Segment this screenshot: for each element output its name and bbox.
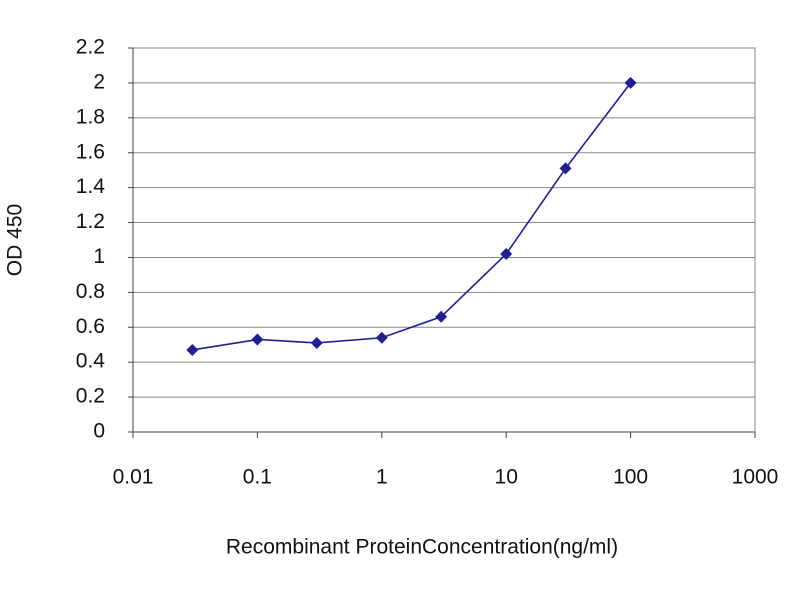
y-tick-label: 2 — [93, 70, 105, 93]
x-tick-label: 100 — [613, 466, 648, 489]
y-tick-label: 0.8 — [76, 280, 105, 303]
x-axis-label: Recombinant ProteinConcentration(ng/ml) — [226, 536, 618, 559]
y-tick-label: 0.2 — [76, 385, 105, 408]
y-tick-label: 2.2 — [76, 36, 105, 59]
marker — [186, 343, 199, 356]
x-tick-label: 0.01 — [113, 466, 154, 489]
marker — [435, 310, 448, 323]
y-tick-label: 1.8 — [76, 105, 105, 128]
x-tick-label: 0.1 — [243, 466, 272, 489]
marker — [500, 247, 513, 260]
y-tick-label: 0.6 — [76, 315, 105, 338]
marker — [624, 76, 637, 89]
marker — [310, 336, 323, 349]
marker — [375, 331, 388, 344]
plot-area — [132, 47, 756, 433]
y-tick-label: 1.4 — [76, 175, 106, 198]
y-tick-label: 1.2 — [76, 210, 105, 233]
line — [192, 82, 632, 351]
y-axis-label: OD 450 — [4, 204, 27, 276]
marker — [559, 162, 572, 175]
y-tick-label: 1.6 — [76, 140, 105, 163]
x-tick-label: 10 — [495, 466, 518, 489]
marker — [251, 333, 264, 346]
y-tick-label: 0 — [93, 420, 105, 443]
y-tick-label: 0.4 — [76, 350, 106, 373]
x-tick-label: 1000 — [732, 466, 779, 489]
y-tick-label: 1 — [93, 245, 105, 268]
x-tick-label: 1 — [376, 466, 388, 489]
